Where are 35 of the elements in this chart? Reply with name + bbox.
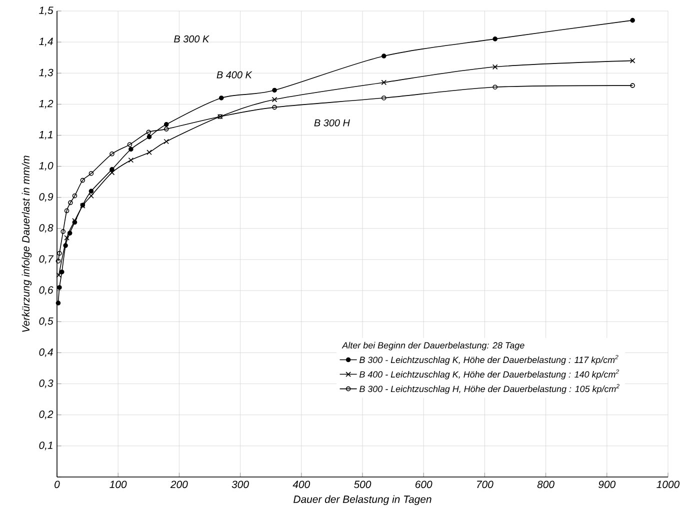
y-tick-label: 0,7 — [39, 255, 54, 264]
y-tick-label: 0,8 — [39, 224, 54, 233]
y-axis-title: Verkürzung infolge Dauerlast in mm/m — [22, 156, 32, 332]
x-tick-label: 1000 — [656, 480, 680, 488]
y-tick-label: 0,6 — [39, 286, 54, 295]
annotation: B 400 K — [216, 71, 252, 78]
annotation: B 300 H — [314, 119, 350, 126]
y-tick-label: 1,3 — [39, 68, 54, 78]
x-tick-label: 800 — [537, 480, 554, 488]
x-tick-label: 0 — [54, 480, 60, 488]
y-tick-label: 1,0 — [39, 162, 54, 171]
legend-label: B 300 - Leichtzuschlag H, Höhe der Dauerbelastung : 105 kp/cm$^{2}$ — [359, 384, 620, 394]
x-tick-label: 400 — [292, 480, 310, 488]
x-tick-label: 100 — [110, 480, 127, 488]
x-tick-label: 700 — [477, 480, 494, 488]
x-tick-label: 900 — [598, 480, 616, 488]
y-tick-label: 0,4 — [39, 348, 53, 358]
legend-title: Alter bei Beginn der Dauerbelastung: 28 Tage — [342, 342, 524, 350]
x-axis-title: Dauer der Belastung in Tagen — [294, 495, 432, 506]
y-tick-label: 0,5 — [39, 317, 54, 326]
legend-label: B 300 - Leichtzuschlag K, Höhe der Dauerbelastung : 117 kp/cm$^{2}$ — [359, 354, 618, 365]
legend-label: B 400 - Leichtzuschlag K, Höhe der Dauerbelastung : 140 kp/cm$^{2}$ — [359, 370, 619, 380]
y-tick-label: 1,1 — [39, 131, 52, 140]
y-tick-label: 0,9 — [39, 193, 54, 202]
y-tick-label: 1,2 — [39, 100, 54, 109]
x-tick-label: 200 — [170, 480, 188, 488]
x-tick-label: 500 — [354, 480, 372, 488]
x-tick-label: 600 — [415, 480, 432, 488]
y-tick-label: 0,1 — [39, 442, 52, 450]
annotation: B 300 K — [174, 35, 210, 42]
y-tick-label: 1,5 — [39, 6, 54, 16]
y-tick-label: 0,2 — [39, 410, 54, 420]
y-tick-label: 1,4 — [39, 38, 53, 46]
y-tick-label: 0,3 — [39, 379, 54, 388]
x-tick-label: 300 — [232, 480, 249, 488]
